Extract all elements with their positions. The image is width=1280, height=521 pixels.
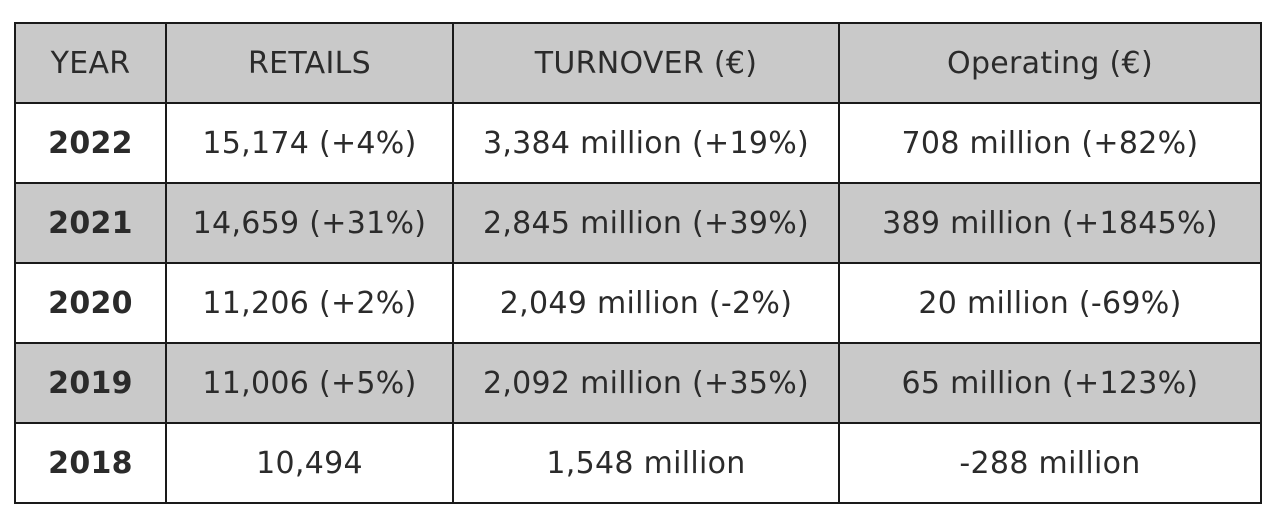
year-cell: 2020 <box>14 262 167 344</box>
turnover-cell: 2,092 million (+35%) <box>452 342 840 424</box>
table-row: 2020 11,206 (+2%) 2,049 million (-2%) 20… <box>14 262 1262 344</box>
retails-cell: 10,494 <box>165 422 454 504</box>
operating-cell: 20 million (-69%) <box>838 262 1262 344</box>
operating-cell: 708 million (+82%) <box>838 102 1262 184</box>
table-row: 2021 14,659 (+31%) 2,845 million (+39%) … <box>14 182 1262 264</box>
table-row: 2022 15,174 (+4%) 3,384 million (+19%) 7… <box>14 102 1262 184</box>
year-cell: 2022 <box>14 102 167 184</box>
retails-cell: 11,206 (+2%) <box>165 262 454 344</box>
column-header-turnover: TURNOVER (€) <box>452 22 840 104</box>
turnover-cell: 1,548 million <box>452 422 840 504</box>
column-header-year: YEAR <box>14 22 167 104</box>
year-cell: 2021 <box>14 182 167 264</box>
retails-cell: 15,174 (+4%) <box>165 102 454 184</box>
operating-cell: 65 million (+123%) <box>838 342 1262 424</box>
table-row: 2018 10,494 1,548 million -288 million <box>14 422 1262 504</box>
retails-cell: 11,006 (+5%) <box>165 342 454 424</box>
year-cell: 2019 <box>14 342 167 424</box>
retails-cell: 14,659 (+31%) <box>165 182 454 264</box>
year-cell: 2018 <box>14 422 167 504</box>
operating-cell: -288 million <box>838 422 1262 504</box>
table-header-row: YEAR RETAILS TURNOVER (€) Operating (€) <box>14 22 1262 104</box>
column-header-retails: RETAILS <box>165 22 454 104</box>
data-table: YEAR RETAILS TURNOVER (€) Operating (€) … <box>14 22 1262 504</box>
turnover-cell: 3,384 million (+19%) <box>452 102 840 184</box>
turnover-cell: 2,845 million (+39%) <box>452 182 840 264</box>
turnover-cell: 2,049 million (-2%) <box>452 262 840 344</box>
operating-cell: 389 million (+1845%) <box>838 182 1262 264</box>
table-row: 2019 11,006 (+5%) 2,092 million (+35%) 6… <box>14 342 1262 424</box>
data-table-container: YEAR RETAILS TURNOVER (€) Operating (€) … <box>14 22 1262 504</box>
column-header-operating: Operating (€) <box>838 22 1262 104</box>
